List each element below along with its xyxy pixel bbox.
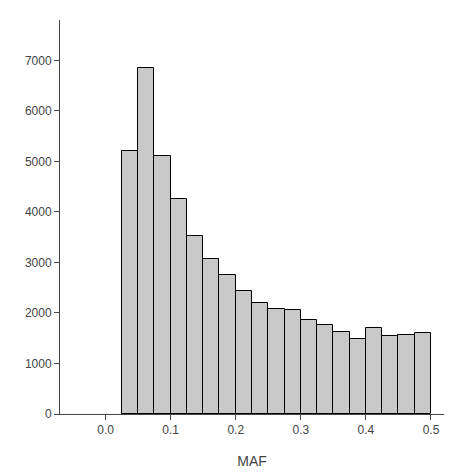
svg-text:4000: 4000 bbox=[25, 205, 52, 219]
svg-text:0.1: 0.1 bbox=[162, 423, 179, 437]
svg-text:0: 0 bbox=[45, 407, 52, 421]
svg-text:7000: 7000 bbox=[25, 54, 52, 68]
svg-text:MAF: MAF bbox=[237, 453, 267, 469]
svg-text:5000: 5000 bbox=[25, 155, 52, 169]
svg-text:2000: 2000 bbox=[25, 306, 52, 320]
svg-text:0.0: 0.0 bbox=[97, 423, 114, 437]
svg-text:0.5: 0.5 bbox=[423, 423, 440, 437]
svg-text:0.2: 0.2 bbox=[227, 423, 244, 437]
svg-text:0.4: 0.4 bbox=[358, 423, 375, 437]
svg-text:0.3: 0.3 bbox=[292, 423, 309, 437]
svg-text:1000: 1000 bbox=[25, 357, 52, 371]
svg-text:6000: 6000 bbox=[25, 104, 52, 118]
svg-text:3000: 3000 bbox=[25, 256, 52, 270]
